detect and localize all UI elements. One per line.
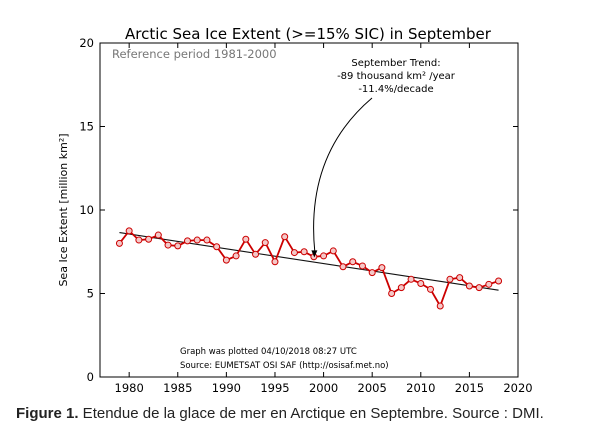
data-point: [154, 231, 162, 239]
y-tick-label: 10: [79, 203, 94, 217]
source-note: Source: EUMETSAT OSI SAF (http://osisaf.…: [180, 361, 389, 371]
data-point: [368, 269, 376, 277]
data-point: [358, 262, 366, 270]
data-point: [456, 274, 464, 282]
data-point: [320, 252, 328, 260]
sea-ice-chart: Arctic Sea Ice Extent (>=15% SIC) in Sep…: [57, 25, 533, 395]
data-point: [349, 258, 357, 266]
annotation-arrow-head: [311, 250, 318, 258]
data-point: [261, 239, 269, 247]
trend-layer: [119, 232, 499, 291]
data-point: [446, 275, 454, 283]
data-point: [475, 284, 483, 292]
y-tick-label: 15: [79, 120, 94, 134]
plot-date-note: Graph was plotted 04/10/2018 08:27 UTC: [180, 347, 357, 357]
data-point: [115, 239, 123, 247]
data-point: [388, 290, 396, 297]
data-point: [232, 252, 240, 260]
data-point: [427, 285, 435, 293]
series-layer: [115, 227, 503, 310]
data-point: [174, 242, 182, 250]
caption-label: Figure 1.: [16, 405, 79, 422]
data-point: [339, 263, 347, 271]
y-tick-label: 0: [87, 370, 94, 384]
data-point: [213, 243, 221, 251]
figure-caption: Figure 1. Etendue de la glace de mer en …: [16, 405, 596, 422]
data-point: [495, 277, 503, 285]
data-point: [222, 256, 230, 264]
annotation-arrow-line: [313, 97, 373, 253]
data-point: [145, 235, 153, 243]
x-tick-label: 2015: [455, 381, 484, 395]
annotation-line-1: September Trend:: [351, 58, 440, 69]
data-point: [281, 233, 289, 241]
y-axis-ticks: 0 5 10 15 20: [79, 36, 518, 384]
data-point: [436, 302, 444, 310]
x-tick-label: 2020: [503, 381, 532, 395]
x-tick-label: 1980: [115, 381, 144, 395]
x-tick-label: 2005: [358, 381, 387, 395]
x-tick-label: 1985: [163, 381, 192, 395]
caption-text: Etendue de la glace de mer en Arctique e…: [78, 405, 544, 422]
annotation-line-3: -11.4%/decade: [358, 84, 433, 95]
data-point: [164, 241, 172, 249]
data-point: [252, 250, 260, 258]
reference-period-label: Reference period 1981-2000: [112, 47, 277, 61]
data-point: [329, 247, 337, 255]
x-tick-label: 1990: [212, 381, 241, 395]
series-line: [118, 229, 499, 309]
data-point: [417, 279, 425, 287]
data-point: [485, 280, 493, 288]
data-point: [203, 236, 211, 244]
x-tick-label: 2000: [309, 381, 338, 395]
data-point: [397, 284, 405, 292]
data-point: [407, 275, 415, 283]
x-axis-ticks: 1980 1985 1990 1995 2000 2005 2010 2015 2020: [115, 43, 533, 395]
data-point: [183, 237, 191, 245]
chart-title: Arctic Sea Ice Extent (>=15% SIC) in Sep…: [125, 25, 492, 43]
x-tick-label: 2010: [406, 381, 435, 395]
plot-area: [99, 42, 519, 378]
data-point: [242, 235, 250, 243]
data-point: [271, 258, 279, 266]
data-point: [135, 236, 143, 244]
y-tick-label: 5: [87, 287, 94, 301]
y-tick-label: 20: [79, 36, 94, 50]
x-tick-label: 1995: [260, 381, 289, 395]
data-point: [193, 236, 201, 244]
data-point: [125, 227, 133, 235]
annotation-line-2: -89 thousand km² /year: [337, 71, 456, 82]
data-point: [378, 264, 386, 272]
trend-annotation: September Trend: -89 thousand km² /year …: [311, 58, 456, 258]
data-point: [290, 249, 298, 257]
trend-line: [119, 232, 499, 291]
data-point: [300, 248, 308, 256]
y-axis-label: Sea Ice Extent [million km²]: [57, 133, 70, 286]
data-point: [465, 282, 473, 290]
